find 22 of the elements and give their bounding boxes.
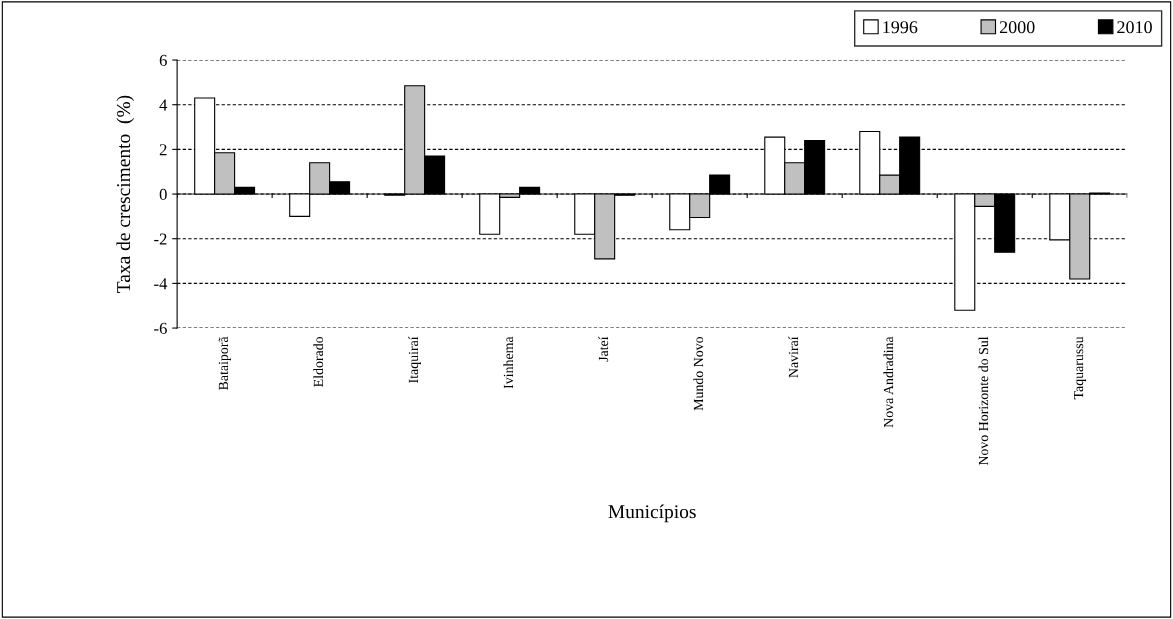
x-tick-label: Naviraí (788, 336, 799, 378)
y-tick-label: 4 (159, 99, 168, 111)
y-tick-label: 6 (159, 54, 167, 66)
x-tick-label: Itaquiraí (408, 336, 421, 383)
x-tick-label: Ivinhema (503, 336, 514, 389)
x-tick-label: Nova Andradina (883, 336, 894, 428)
y-tick-label: -2 (154, 233, 167, 245)
x-tick-label: Jateí (598, 336, 609, 362)
legend-label: 2010 (1117, 21, 1152, 34)
y-tick-label: -4 (154, 278, 168, 290)
legend-label: 1996 (883, 21, 918, 34)
y-axis-title: Taxa de crescimento (%) (116, 95, 135, 293)
y-tick-label: 2 (159, 144, 167, 156)
y-tick-label: 0 (159, 188, 167, 200)
x-tick-label: Eldorado (313, 336, 324, 387)
x-tick-label: Mundo Novo (693, 336, 704, 411)
x-tick-label: Novo Horizonte do Sul (978, 336, 989, 466)
y-tick-label: -6 (154, 322, 167, 335)
x-tick-label: Taquarussu (1073, 336, 1087, 400)
legend-label: 2000 (999, 21, 1035, 34)
x-axis-title: Municípios (608, 504, 696, 523)
x-tick-label: Bataiporã (218, 336, 231, 390)
